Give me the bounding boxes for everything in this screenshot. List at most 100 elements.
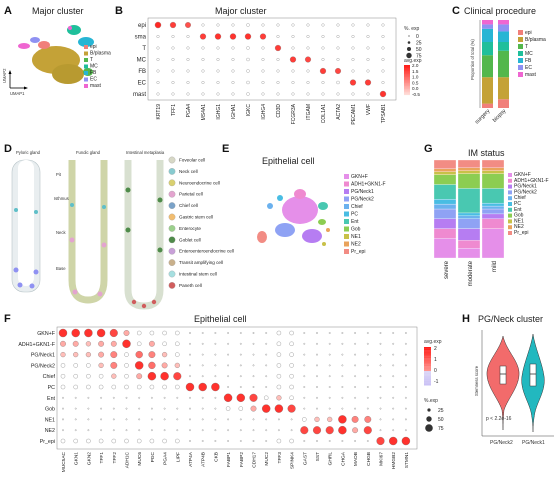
panel-b-dot	[306, 35, 310, 38]
panel-f-dot	[214, 332, 217, 334]
panel-b-dot	[321, 35, 325, 38]
panel-f-dot	[252, 342, 255, 345]
panel-c-bar-segment	[482, 103, 493, 108]
panel-f-dot	[227, 364, 229, 367]
panel-f-dot	[351, 415, 359, 423]
panel-c-bar-segment	[482, 77, 493, 104]
panel-f-dot	[111, 438, 116, 444]
panel-b-dot	[259, 33, 267, 40]
panel-g-legend: GKN+FADH1+GKN1-FPG/Neck1PG/Neck2ChiefPCE…	[508, 172, 549, 236]
panel-f-dot	[316, 407, 318, 410]
panel-e-legend-swatch	[344, 226, 349, 232]
panel-f-dot	[162, 352, 168, 358]
panel-f-dot	[265, 386, 268, 388]
panel-f-col-label: ATP4A	[188, 451, 194, 467]
panel-b-row-label: epi	[138, 23, 146, 29]
umap-cluster-bplasma-2	[52, 64, 84, 84]
panel-f-dot	[366, 396, 369, 399]
panel-f-dot	[290, 429, 293, 432]
panel-a-label: A	[4, 5, 12, 17]
panel-b-dot	[366, 46, 370, 50]
panel-f-dot	[274, 404, 284, 413]
panel-f-dot	[163, 396, 166, 399]
panel-f-dot	[354, 353, 356, 356]
panel-f-dot	[227, 353, 229, 356]
panel-b-dot	[246, 92, 250, 96]
panel-b-dot	[319, 67, 327, 75]
panel-f-colorbar-segment	[424, 366, 431, 368]
panel-f-dot	[366, 386, 369, 388]
panel-f-size-legend-dot	[425, 424, 433, 432]
panel-f-dot	[176, 407, 179, 410]
panel-f-colorbar-segment	[424, 351, 431, 354]
umap-cluster-mast	[18, 43, 30, 49]
panel-b-dot	[336, 35, 340, 38]
panel-b-dot	[156, 46, 160, 50]
panel-g-legend-item: GKN+F	[514, 172, 531, 178]
panel-f-col-label: MAOB	[353, 452, 359, 466]
panel-b-dot	[366, 23, 370, 27]
panel-f-dot	[137, 341, 142, 346]
panel-a-legend-item: EC	[90, 77, 97, 83]
panel-f-dot	[211, 382, 220, 392]
panel-f-col-label: PGC	[150, 451, 156, 462]
panel-b-row-label: T	[142, 46, 146, 52]
umap-epi-chief	[267, 203, 273, 209]
panel-f-dot	[125, 418, 128, 421]
panel-f-col-label: GHRL	[328, 452, 334, 466]
panel-f-dot	[328, 386, 331, 388]
umap-epi-pgneck2	[275, 223, 295, 237]
panel-f-dot	[252, 375, 255, 378]
panel-f-dot	[162, 330, 167, 336]
panel-g-legend-item: Gob	[514, 213, 524, 219]
umap-cluster-ec	[30, 37, 40, 43]
panel-b-title: Major cluster	[215, 6, 267, 16]
panel-f-row-label: PC	[48, 385, 56, 391]
panel-c-bar-segment	[498, 50, 509, 78]
panel-c-category-label: surgery	[474, 108, 491, 125]
panel-d-legend-icon	[168, 270, 176, 278]
panel-g-bar-segment	[457, 173, 481, 189]
panel-f-dot	[366, 375, 369, 378]
panel-b-dot	[244, 33, 252, 40]
panel-f-dot	[98, 351, 105, 358]
panel-f-dot	[201, 440, 204, 442]
panel-f-dot	[110, 361, 118, 369]
panel-f-dot	[74, 396, 77, 399]
panel-e-legend-item: NE1	[351, 234, 361, 240]
panel-g-bar-segment	[457, 215, 481, 219]
panel-f-dot	[201, 375, 204, 378]
panel-f-dot	[189, 407, 191, 410]
panel-f-dot	[189, 418, 191, 421]
panel-f-dot	[239, 440, 242, 442]
panel-f-colorbar-segment	[424, 359, 431, 362]
panel-f-dot	[74, 407, 77, 410]
panel-f-dot	[252, 429, 255, 432]
panel-c-legend-swatch	[518, 37, 523, 42]
panel-a-legend-item: MC	[90, 64, 98, 70]
pyloric-gland-lumen	[18, 160, 34, 286]
panel-f-dot	[86, 384, 91, 390]
panel-e-legend-item: Chief	[351, 204, 363, 210]
panel-f-dot	[276, 352, 282, 357]
panel-b-dot	[351, 58, 355, 61]
panel-f-colorbar-segment	[424, 367, 431, 370]
panel-c-legend-item: mast	[525, 72, 536, 78]
panel-f-dot	[289, 384, 294, 390]
panel-g-bar-segment	[481, 188, 505, 204]
panel-f-dot	[341, 364, 344, 367]
panel-f-dot	[303, 407, 306, 410]
panel-b-size-legend-dot	[407, 41, 411, 44]
panel-f-dot	[60, 438, 66, 444]
panel-f-col-label: STMN1	[404, 452, 410, 469]
panel-f-col-label: MKI67	[379, 452, 385, 466]
panel-g-legend-item: Pr_epi	[514, 230, 528, 236]
panel-f-dot	[278, 418, 280, 421]
panel-f-dot	[175, 341, 180, 346]
panel-f-dot	[289, 363, 294, 368]
panel-f-dot	[379, 342, 382, 345]
panel-b-dot	[276, 92, 280, 96]
panel-f-dot	[173, 372, 182, 381]
panel-f-dot	[201, 332, 204, 334]
